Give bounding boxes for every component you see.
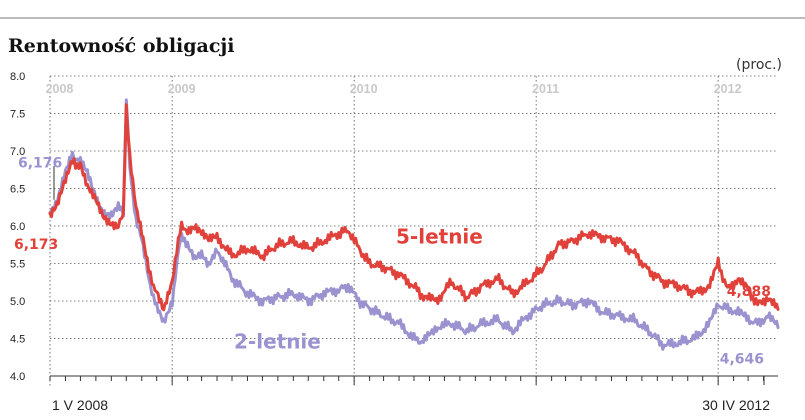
series-label-2-letnie: 2-letnie: [234, 330, 321, 354]
axes: 4.0 4.5 5.0 5.5 6.0 6.5 7.0 7.5 8.0 1 V 2008 30 IV…: [10, 71, 778, 413]
unit-label: (proc.): [736, 57, 782, 73]
x-start-label: 1 V 2008: [52, 397, 108, 413]
y-tick-label: 7.5: [10, 109, 25, 121]
start-value-2-letnie: 6,176: [18, 155, 62, 171]
end-value-5-letnie: 4,888: [727, 284, 771, 300]
labels-group: 2008 2009 2010 2011 2012 6,176 6,173 4,888 4,646…: [14, 82, 771, 368]
y-tick-label: 5.0: [10, 296, 25, 308]
series-line-2-letnie: [48, 98, 780, 351]
year-label: 2010: [350, 82, 378, 96]
y-tick-label: 6.0: [10, 221, 25, 233]
chart-title: Rentowność obligacji: [8, 35, 235, 57]
series-group: [48, 98, 780, 351]
start-value-5-letnie: 6,173: [14, 237, 58, 253]
x-end-label: 30 IV 2012: [702, 397, 770, 413]
year-label: 2009: [168, 82, 196, 96]
series-line-5-letnie: [48, 103, 780, 312]
y-tick-label: 7.0: [10, 146, 25, 158]
year-label: 2012: [714, 82, 742, 96]
y-tick-label: 6.5: [10, 184, 25, 196]
y-tick-label: 4.0: [10, 371, 25, 383]
end-value-2-letnie: 4,646: [720, 352, 764, 368]
y-tick-label: 8.0: [10, 71, 25, 83]
y-tick-label: 4.5: [10, 334, 25, 346]
series-label-5-letnie: 5-letnie: [396, 225, 483, 249]
y-tick-label: 5.5: [10, 259, 25, 271]
year-label: 2008: [46, 82, 74, 96]
year-label: 2011: [532, 82, 559, 96]
